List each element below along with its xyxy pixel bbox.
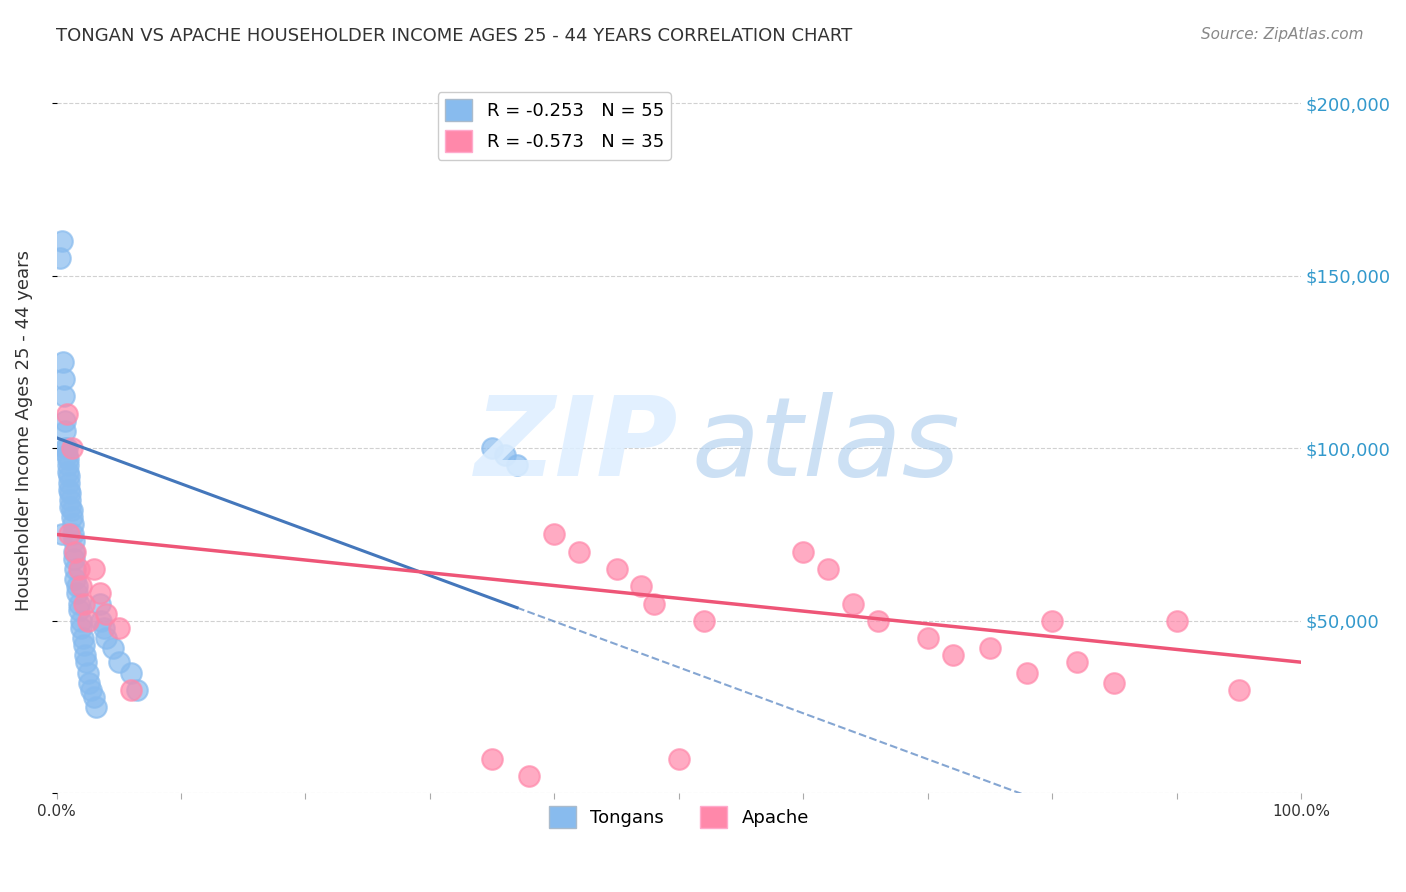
- Point: [917, 631, 939, 645]
- Point: [51, 234, 73, 248]
- Y-axis label: Householder Income Ages 25 - 44 years: Householder Income Ages 25 - 44 years: [15, 251, 32, 611]
- Point: [1017, 665, 1039, 680]
- Point: [59, 486, 82, 500]
- Point: [519, 769, 541, 783]
- Point: [93, 621, 115, 635]
- Point: [866, 614, 889, 628]
- Point: [506, 458, 529, 473]
- Point: [60, 510, 83, 524]
- Point: [83, 562, 105, 576]
- Point: [63, 534, 86, 549]
- Point: [76, 614, 98, 628]
- Point: [1066, 655, 1088, 669]
- Point: [56, 466, 79, 480]
- Point: [63, 545, 86, 559]
- Point: [792, 545, 814, 559]
- Text: atlas: atlas: [692, 392, 960, 499]
- Point: [108, 655, 131, 669]
- Point: [55, 407, 77, 421]
- Point: [62, 527, 84, 541]
- Text: Source: ZipAtlas.com: Source: ZipAtlas.com: [1201, 27, 1364, 42]
- Point: [53, 389, 76, 403]
- Point: [65, 579, 87, 593]
- Point: [89, 597, 111, 611]
- Point: [979, 641, 1001, 656]
- Point: [58, 483, 80, 497]
- Point: [52, 355, 75, 369]
- Point: [58, 468, 80, 483]
- Point: [76, 655, 98, 669]
- Point: [67, 562, 90, 576]
- Point: [55, 441, 77, 455]
- Point: [65, 586, 87, 600]
- Point: [56, 451, 79, 466]
- Point: [65, 545, 87, 559]
- Point: [49, 252, 72, 266]
- Point: [942, 648, 965, 663]
- Point: [89, 586, 111, 600]
- Point: [1104, 676, 1126, 690]
- Point: [70, 621, 93, 635]
- Point: [90, 614, 112, 628]
- Point: [62, 517, 84, 532]
- Point: [56, 458, 79, 473]
- Point: [53, 441, 76, 455]
- Point: [58, 475, 80, 490]
- Point: [83, 690, 105, 704]
- Point: [120, 665, 142, 680]
- Point: [65, 572, 87, 586]
- Point: [73, 597, 96, 611]
- Point: [53, 424, 76, 438]
- Point: [59, 500, 82, 514]
- Point: [1040, 614, 1063, 628]
- Point: [630, 579, 652, 593]
- Point: [72, 631, 94, 645]
- Point: [60, 503, 83, 517]
- Point: [817, 562, 839, 576]
- Point: [606, 562, 628, 576]
- Point: [75, 648, 97, 663]
- Point: [96, 631, 118, 645]
- Point: [60, 441, 83, 455]
- Point: [53, 372, 76, 386]
- Point: [77, 676, 100, 690]
- Point: [67, 597, 90, 611]
- Point: [53, 414, 76, 428]
- Point: [51, 527, 73, 541]
- Point: [481, 441, 503, 455]
- Point: [65, 562, 87, 576]
- Point: [96, 607, 118, 621]
- Point: [842, 597, 865, 611]
- Point: [481, 752, 503, 766]
- Point: [1227, 682, 1250, 697]
- Point: [63, 551, 86, 566]
- Point: [543, 527, 565, 541]
- Point: [120, 682, 142, 697]
- Text: TONGAN VS APACHE HOUSEHOLDER INCOME AGES 25 - 44 YEARS CORRELATION CHART: TONGAN VS APACHE HOUSEHOLDER INCOME AGES…: [56, 27, 852, 45]
- Point: [58, 527, 80, 541]
- Point: [55, 448, 77, 462]
- Point: [643, 597, 665, 611]
- Point: [80, 682, 103, 697]
- Point: [76, 665, 98, 680]
- Point: [692, 614, 714, 628]
- Point: [101, 641, 124, 656]
- Point: [494, 448, 516, 462]
- Point: [1166, 614, 1188, 628]
- Point: [108, 621, 131, 635]
- Point: [67, 603, 90, 617]
- Point: [86, 700, 108, 714]
- Point: [73, 638, 96, 652]
- Text: ZIP: ZIP: [475, 392, 679, 499]
- Point: [668, 752, 690, 766]
- Legend: Tongans, Apache: Tongans, Apache: [541, 798, 815, 835]
- Point: [70, 579, 93, 593]
- Point: [568, 545, 591, 559]
- Point: [127, 682, 149, 697]
- Point: [59, 492, 82, 507]
- Point: [70, 614, 93, 628]
